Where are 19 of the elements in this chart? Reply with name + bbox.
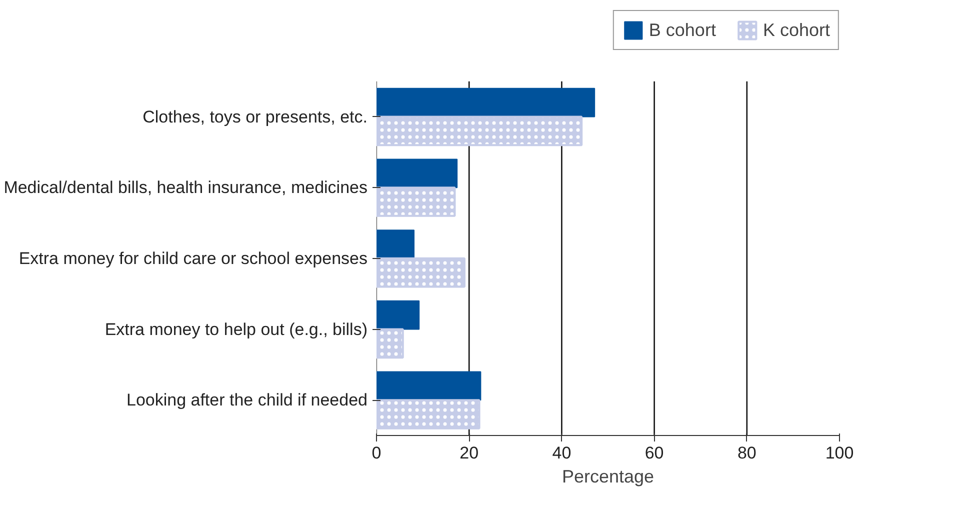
legend-label: B cohort <box>648 20 716 40</box>
bar <box>376 300 420 330</box>
x-tick-label: 0 <box>372 444 382 462</box>
bar <box>376 88 596 118</box>
y-tick-label: Looking after the child if needed <box>126 390 368 410</box>
y-tick-label: Extra money to help out (e.g., bills) <box>104 320 368 339</box>
bar <box>376 230 415 259</box>
legend-label: K cohort <box>762 20 830 40</box>
x-tick-label: 40 <box>552 444 572 462</box>
x-tick-label: 20 <box>460 444 479 462</box>
x-axis-title: Percentage <box>562 466 654 486</box>
y-tick-label: Extra money for child care or school expenses <box>18 248 368 268</box>
bar <box>376 371 482 401</box>
x-tick-label: 80 <box>737 444 756 462</box>
y-tick-label: Clothes, toys or presents, etc. <box>142 107 368 126</box>
x-tick-label: 100 <box>825 444 854 462</box>
bar <box>376 158 458 188</box>
x-tick-label: 60 <box>644 444 664 462</box>
y-tick-label: Medical/dental bills, health insurance, medicines <box>4 178 368 198</box>
